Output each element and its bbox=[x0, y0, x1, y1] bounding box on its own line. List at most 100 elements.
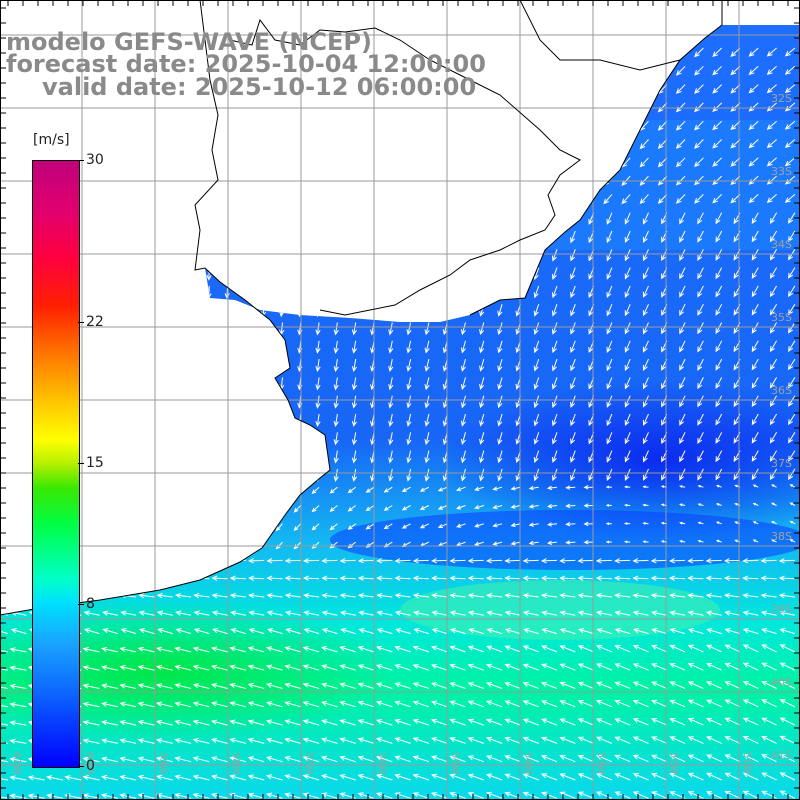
wind-arrow-icon bbox=[5, 523, 11, 534]
wind-arrow-icon bbox=[351, 304, 358, 318]
wind-arrow-icon bbox=[748, 65, 759, 76]
wind-arrow-icon bbox=[101, 793, 118, 799]
wind-arrow-icon bbox=[149, 139, 155, 152]
wind-arrow-icon bbox=[606, 230, 613, 244]
wind-arrow-icon bbox=[486, 791, 503, 799]
wind-arrow-icon bbox=[266, 558, 283, 564]
wind-arrow-icon bbox=[787, 377, 796, 389]
wind-arrow-icon bbox=[603, 157, 613, 168]
wind-arrow-icon bbox=[156, 558, 173, 564]
wind-arrow-icon bbox=[260, 285, 267, 300]
wind-arrow-icon bbox=[394, 664, 411, 671]
wind-arrow-icon bbox=[541, 700, 558, 708]
wind-arrow-icon bbox=[460, 230, 466, 244]
wind-arrow-icon bbox=[167, 139, 174, 152]
wind-arrow-icon bbox=[657, 175, 668, 186]
wind-arrow-icon bbox=[206, 377, 212, 391]
wind-arrow-icon bbox=[224, 340, 230, 354]
wind-arrow-icon bbox=[504, 593, 521, 599]
wind-arrow-icon bbox=[504, 645, 521, 653]
wind-arrow-icon bbox=[642, 249, 649, 262]
wind-arrow-icon bbox=[388, 359, 394, 373]
wind-arrow-icon bbox=[155, 683, 173, 689]
wind-arrow-icon bbox=[167, 194, 174, 207]
wind-arrow-icon bbox=[565, 521, 576, 527]
wind-arrow-icon bbox=[257, 505, 265, 514]
wind-arrow-icon bbox=[24, 377, 30, 391]
wind-arrow-icon bbox=[479, 340, 485, 354]
wind-arrow-icon bbox=[614, 663, 631, 671]
wind-arrow-icon bbox=[185, 157, 192, 171]
wind-arrow-icon bbox=[541, 791, 558, 799]
wind-arrow-icon bbox=[421, 120, 430, 133]
wind-arrow-icon bbox=[697, 413, 704, 426]
wind-arrow-icon bbox=[492, 523, 503, 528]
wind-arrow-icon bbox=[706, 644, 722, 653]
wind-arrow-icon bbox=[279, 432, 285, 446]
wind-arrow-icon bbox=[687, 717, 704, 726]
wind-arrow-icon bbox=[4, 139, 10, 153]
wind-arrow-icon bbox=[548, 84, 558, 96]
wind-arrow-icon bbox=[467, 663, 484, 671]
wind-arrow-icon bbox=[712, 47, 723, 58]
wind-arrow-icon bbox=[697, 377, 704, 390]
wind-arrow-icon bbox=[5, 542, 11, 553]
wind-arrow-icon bbox=[333, 413, 339, 428]
wind-arrow-icon bbox=[504, 682, 521, 689]
wind-arrow-icon bbox=[533, 322, 540, 335]
wind-arrow-icon bbox=[406, 358, 412, 372]
wind-arrow-icon bbox=[642, 377, 649, 390]
wind-arrow-icon bbox=[211, 593, 228, 599]
wind-arrow-icon bbox=[339, 664, 356, 671]
wind-arrow-icon bbox=[596, 736, 613, 744]
wind-arrow-icon bbox=[697, 230, 704, 243]
wind-arrow-icon bbox=[58, 102, 64, 116]
wind-arrow-icon bbox=[760, 593, 777, 599]
wind-arrow-icon bbox=[315, 450, 321, 464]
wind-arrow-icon bbox=[406, 212, 412, 226]
wind-arrow-icon bbox=[510, 486, 521, 491]
wind-arrow-icon bbox=[6, 322, 12, 336]
wind-arrow-icon bbox=[339, 558, 356, 564]
wind-arrow-icon bbox=[333, 212, 339, 226]
wind-arrow-icon bbox=[621, 102, 631, 113]
wind-arrow-icon bbox=[706, 754, 722, 763]
wind-arrow-icon bbox=[169, 377, 176, 391]
wind-arrow-icon bbox=[533, 413, 540, 427]
wind-arrow-icon bbox=[119, 719, 137, 726]
wind-arrow-icon bbox=[467, 791, 484, 799]
latitude-label: 37S bbox=[771, 457, 792, 470]
wind-arrow-icon bbox=[675, 120, 686, 131]
wind-arrow-icon bbox=[169, 267, 176, 281]
wind-arrow-icon bbox=[431, 792, 448, 799]
wind-arrow-icon bbox=[570, 358, 576, 372]
wind-arrow-icon bbox=[467, 610, 484, 616]
wind-arrow-icon bbox=[186, 486, 192, 497]
wind-arrow-icon bbox=[751, 377, 759, 389]
wind-arrow-icon bbox=[460, 322, 466, 336]
wind-arrow-icon bbox=[651, 663, 667, 671]
wind-arrow-icon bbox=[779, 735, 796, 744]
wind-arrow-icon bbox=[266, 593, 283, 599]
wind-arrow-icon bbox=[6, 249, 12, 263]
wind-arrow-icon bbox=[82, 665, 100, 671]
wind-arrow-icon bbox=[0, 558, 9, 564]
wind-arrow-icon bbox=[260, 212, 267, 226]
wind-arrow-icon bbox=[522, 645, 539, 653]
wind-arrow-icon bbox=[437, 486, 448, 492]
wind-arrow-icon bbox=[479, 267, 485, 281]
wind-arrow-icon bbox=[115, 230, 121, 245]
wind-arrow-icon bbox=[174, 575, 192, 581]
wind-arrow-icon bbox=[376, 628, 393, 635]
wind-arrow-icon bbox=[333, 267, 339, 281]
wind-arrow-icon bbox=[275, 486, 283, 495]
wind-arrow-icon bbox=[761, 772, 777, 781]
wind-arrow-icon bbox=[149, 175, 155, 189]
wind-arrow-icon bbox=[388, 285, 394, 299]
wind-arrow-icon bbox=[679, 358, 686, 371]
wind-arrow-icon bbox=[467, 593, 484, 599]
wind-arrow-icon bbox=[431, 558, 448, 564]
wind-arrow-icon bbox=[697, 432, 704, 445]
wind-arrow-icon bbox=[186, 505, 192, 515]
wind-arrow-icon bbox=[449, 663, 466, 671]
